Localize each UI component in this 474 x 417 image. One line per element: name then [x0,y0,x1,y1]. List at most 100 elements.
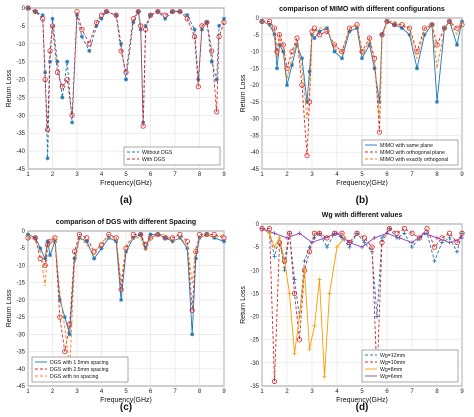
series-line [27,233,225,369]
chart-panel-2: 1 2 3 4 5 6 7 8 9 0 -5 -10 -15 -20 -25 -30 -35 -40 -45 comp… [240,6,465,206]
x-tick-label: 4 [100,389,104,395]
data-point [355,26,359,31]
y-tick-label: -15 [16,60,25,66]
y-axis-label: Return Loss [240,74,247,112]
series-line [261,20,463,119]
data-point [32,8,38,15]
data-point [340,56,344,61]
data-point [43,256,48,261]
data-point [99,16,104,21]
data-point [306,249,313,255]
data-point [98,242,105,248]
data-point [72,256,77,261]
data-point [399,22,405,28]
data-point [155,231,161,238]
x-tick-label: 3 [310,172,314,178]
y-tick-label: -20 [250,83,259,89]
y-tick-label: 0 [22,6,26,12]
data-point [49,23,56,29]
data-point [421,25,428,31]
y-tick-label: -20 [250,315,259,321]
data-point [184,16,190,22]
series-line [27,233,225,335]
data-point [446,18,453,24]
legend-entry: DGS with 1.5mm spacing [50,360,109,366]
data-point [86,41,92,47]
y-tick-label: -25 [250,338,259,344]
x-tick-label: 7 [410,172,414,178]
x-tick-label: 3 [75,172,79,178]
y-axis-label: Return Loss [6,289,13,327]
data-point [410,245,414,250]
x-axis-label: Frequency(GHz) [100,180,152,187]
data-point [98,12,105,18]
x-tick-label: 6 [149,172,153,178]
data-point [54,69,61,76]
legend-box [31,356,129,383]
data-point [447,235,452,240]
legend-entry: Wg=6mm [380,374,402,380]
data-point [300,56,304,61]
data-point [147,235,154,241]
data-point [155,8,161,15]
data-point [316,32,323,38]
y-tick-label: -45 [250,167,259,173]
data-point [362,240,367,245]
data-point [192,27,197,32]
data-point [99,246,104,251]
data-point [272,245,277,250]
data-point [37,255,43,262]
data-point [131,20,136,25]
x-tick-label: 6 [385,389,389,395]
x-tick-label: 3 [75,389,79,395]
panel-label: (d) [356,402,369,413]
data-point [310,240,314,245]
y-axis-label: Return Loss [6,69,13,107]
data-point [193,249,199,255]
data-point [435,99,439,104]
legend-entry: DGS with 2.5mm spacing [50,367,109,373]
data-point [360,245,364,250]
legend-entry: Wg=12mm [380,353,405,359]
data-point [196,231,203,238]
data-point [277,235,282,240]
data-point [385,231,389,236]
chart-panel-1: 1 2 3 4 5 6 7 8 9 0 -5 -10 -15 -20 -25 -30 -35 -40 -45 Freq… [6,5,227,206]
x-tick-label: 1 [260,389,264,395]
data-point [424,226,430,232]
data-point [211,231,217,238]
data-point [222,16,226,21]
data-point [162,235,168,241]
data-point [84,239,89,244]
x-tick-label: 2 [285,172,289,178]
y-axis-label: Return Loss [240,286,247,324]
data-point [402,231,407,236]
data-point [309,28,315,35]
x-tick-label: 1 [26,172,30,178]
legend-entry: Without DGS [142,150,173,156]
data-point [434,42,440,48]
data-point [209,48,215,54]
y-tick-label: -40 [250,150,259,156]
x-tick-label: 8 [435,172,439,178]
x-tick-label: 4 [100,172,104,178]
data-point [372,66,377,71]
x-tick-label: 2 [51,172,55,178]
series-4 [260,226,464,250]
data-point [162,12,168,18]
data-point [435,235,439,240]
data-point [118,286,124,293]
series-3 [260,226,347,379]
data-point [409,230,415,236]
data-point [369,244,375,250]
data-point [209,59,214,64]
data-point [130,231,136,238]
data-point [57,314,63,320]
data-point [169,8,176,15]
data-point [170,239,175,244]
data-point [432,259,437,264]
y-tick-label: -5 [254,245,260,251]
